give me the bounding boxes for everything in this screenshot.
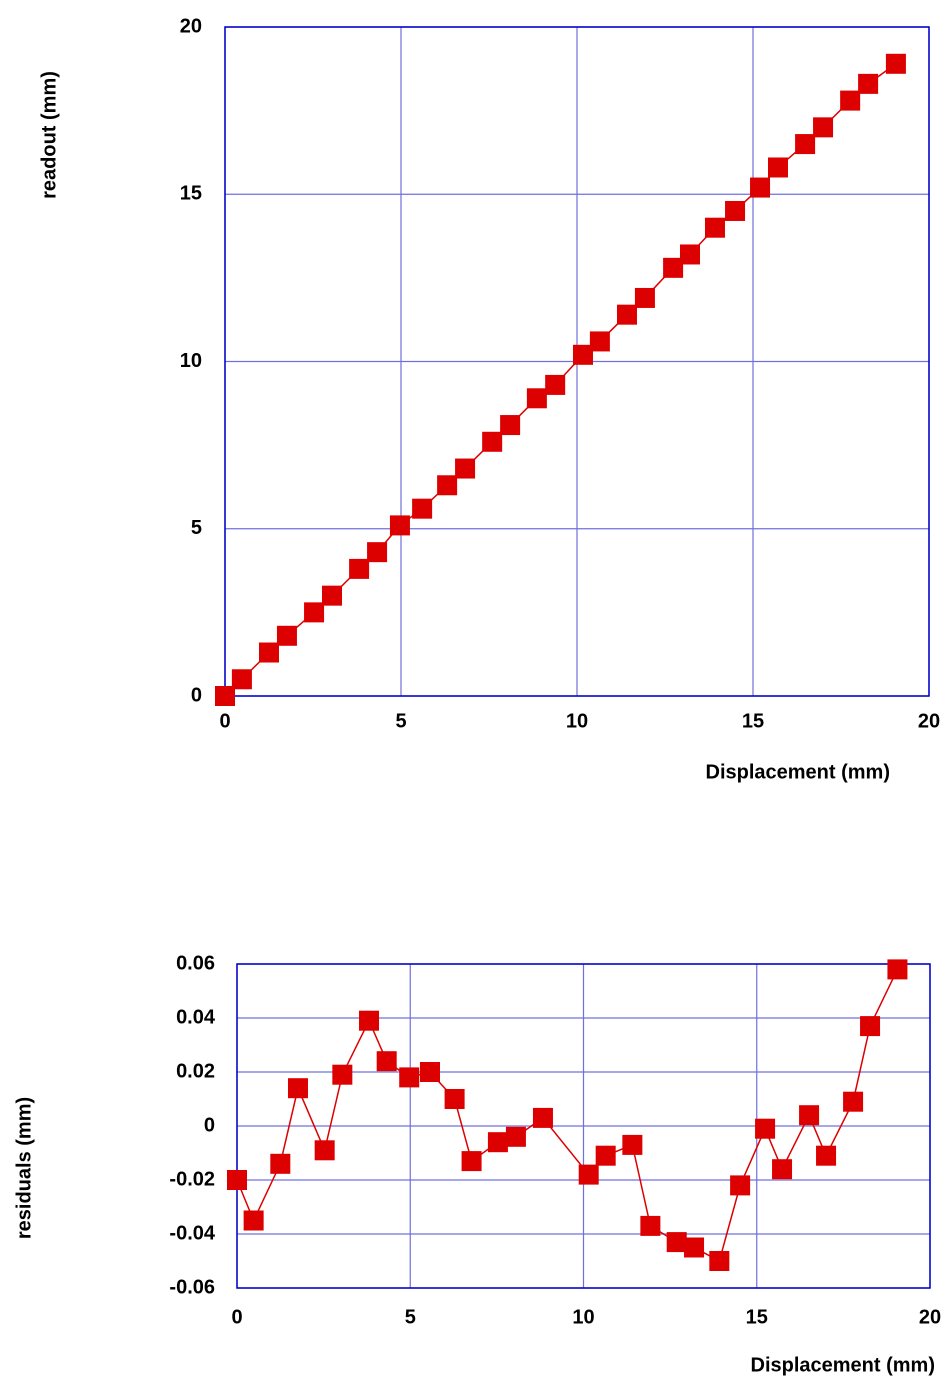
data-point	[349, 558, 370, 579]
x-tick-label: 5	[405, 1306, 416, 1328]
y-tick-label: 15	[180, 183, 202, 205]
data-point	[287, 1078, 308, 1099]
data-point	[679, 244, 700, 265]
data-point	[276, 625, 297, 646]
data-point	[843, 1091, 864, 1112]
x-tick-label: 15	[746, 1306, 768, 1328]
data-point	[367, 542, 388, 563]
y-tick-label: -0.02	[169, 1168, 215, 1190]
x-tick-label: 5	[395, 710, 406, 732]
y-tick-label: 0	[204, 1114, 215, 1136]
data-point	[270, 1153, 291, 1174]
y-tick-label: 10	[180, 350, 202, 372]
data-point	[231, 669, 252, 690]
data-point	[482, 431, 503, 452]
data-point	[420, 1062, 441, 1082]
data-point	[412, 498, 433, 519]
data-point	[437, 475, 458, 496]
y-tick-label: 0.04	[176, 1006, 216, 1028]
x-tick-label: 15	[742, 710, 764, 732]
data-point	[772, 1159, 793, 1180]
data-point	[813, 117, 834, 138]
x-tick-label: 0	[219, 710, 230, 732]
y-tick-label: -0.06	[169, 1276, 215, 1298]
x-tick-label: 0	[231, 1306, 242, 1328]
data-point	[634, 287, 655, 308]
data-point	[750, 177, 771, 198]
data-point	[887, 959, 908, 980]
data-point	[616, 304, 637, 325]
data-point	[376, 1051, 397, 1072]
data-point	[816, 1145, 837, 1166]
data-point	[487, 1132, 508, 1153]
data-point	[640, 1215, 661, 1236]
data-line	[236, 969, 899, 1263]
data-point	[532, 1107, 553, 1128]
data-point	[227, 1170, 247, 1190]
data-point	[526, 388, 547, 409]
x-axis-title: Displacement (mm)	[706, 761, 891, 783]
data-point	[767, 157, 788, 178]
data-point	[858, 73, 879, 94]
y-tick-label: 20	[180, 15, 202, 37]
data-point	[461, 1151, 482, 1172]
data-point	[666, 1232, 687, 1253]
x-tick-label: 10	[572, 1306, 594, 1328]
y-tick-label: 0	[191, 684, 202, 706]
data-point	[730, 1175, 751, 1196]
data-point	[885, 53, 906, 74]
data-point	[572, 344, 593, 365]
data-point	[799, 1105, 820, 1126]
data-point	[684, 1237, 705, 1258]
data-point	[314, 1140, 335, 1161]
data-point	[795, 134, 816, 155]
x-tick-label: 20	[919, 1306, 941, 1328]
data-point	[622, 1134, 643, 1155]
x-tick-label: 20	[918, 710, 940, 732]
y-tick-label: 0.06	[176, 952, 215, 974]
data-point	[259, 642, 279, 663]
x-axis-title: Displacement (mm)	[751, 1354, 936, 1376]
data-point	[505, 1126, 526, 1147]
data-point	[359, 1010, 380, 1031]
x-tick-label: 10	[566, 710, 588, 732]
plot-frame	[224, 26, 930, 697]
data-point	[455, 458, 476, 479]
data-point	[709, 1251, 730, 1271]
y-tick-label: -0.04	[169, 1222, 215, 1244]
data-point	[500, 415, 521, 436]
y-tick-label: 5	[191, 517, 202, 539]
data-point	[399, 1067, 420, 1088]
data-point	[578, 1164, 599, 1185]
data-point	[332, 1064, 353, 1085]
data-point	[243, 1210, 264, 1231]
data-point	[545, 374, 566, 395]
y-tick-label: 0.02	[176, 1060, 215, 1082]
data-point	[663, 257, 684, 278]
y-axis-title: residuals (mm)	[13, 1097, 35, 1239]
data-point	[860, 1016, 881, 1037]
data-point	[595, 1145, 616, 1166]
data-point	[725, 200, 746, 221]
data-point	[704, 217, 725, 238]
data-point	[589, 331, 610, 352]
data-point	[322, 585, 343, 606]
data-point	[389, 515, 410, 536]
data-point	[444, 1089, 465, 1109]
plot-frame	[236, 963, 931, 1289]
data-point	[304, 602, 325, 623]
data-point	[755, 1118, 776, 1139]
data-point	[840, 90, 861, 111]
data-point	[215, 686, 235, 706]
y-axis-title: readout (mm)	[38, 71, 60, 199]
